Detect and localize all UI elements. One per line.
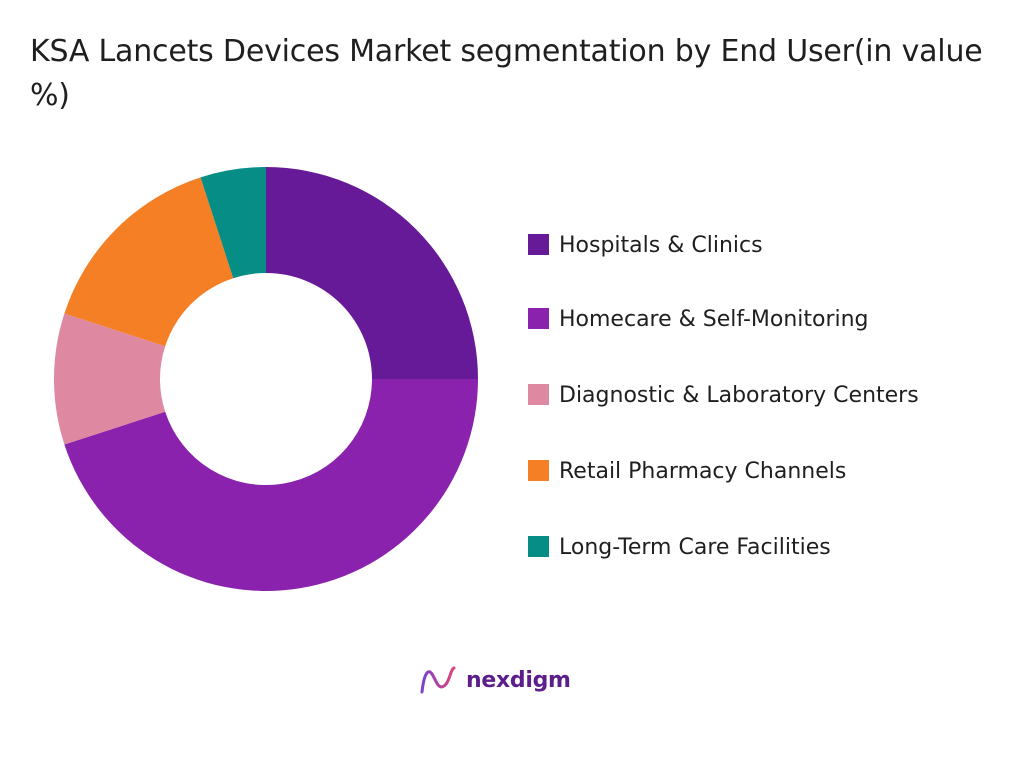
legend-label: Homecare & Self-Monitoring [559, 307, 869, 332]
donut-slice-4 [64, 177, 234, 347]
donut-slice-1 [266, 167, 478, 379]
legend-swatch [528, 234, 549, 255]
legend-label: Diagnostic & Laboratory Centers [559, 383, 919, 408]
legend-swatch [528, 384, 549, 405]
donut-slice-2 [64, 379, 478, 591]
donut-slice-5 [200, 167, 266, 279]
legend-item: Hospitals & Clinics [528, 228, 939, 264]
legend-item: Long-Term Care Facilities [528, 530, 939, 566]
logo-text: nexdigm [466, 667, 571, 693]
legend-label: Long-Term Care Facilities [559, 535, 831, 560]
legend-item: Homecare & Self-Monitoring [528, 302, 939, 338]
legend-label: Hospitals & Clinics [559, 233, 763, 258]
legend-swatch [528, 460, 549, 481]
nexdigm-logo: nexdigm [418, 664, 571, 696]
legend-label: Retail Pharmacy Channels [559, 459, 847, 484]
legend-swatch [528, 308, 549, 329]
donut-slice-3 [54, 313, 166, 445]
legend-item: Diagnostic & Laboratory Centers [528, 378, 939, 414]
chart-title: KSA Lancets Devices Market segmentation … [30, 34, 983, 113]
legend-item: Retail Pharmacy Channels [528, 454, 939, 490]
nexdigm-logo-icon [420, 666, 456, 694]
legend-swatch [528, 536, 549, 557]
